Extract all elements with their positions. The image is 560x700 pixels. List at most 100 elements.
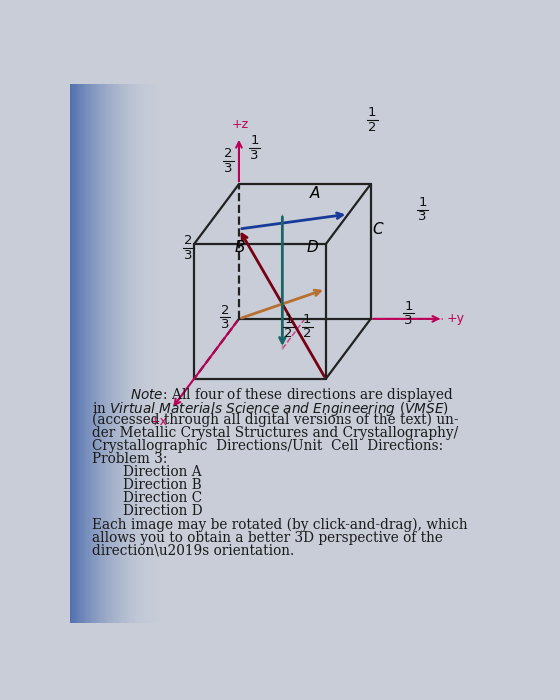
Text: 2: 2	[303, 328, 311, 340]
Bar	[162, 84, 163, 623]
Bar	[151, 84, 152, 623]
Bar	[106, 84, 107, 623]
Bar	[81, 84, 82, 623]
Text: 3: 3	[404, 314, 413, 327]
Text: der Metallic Crystal Structures and Crystallography/: der Metallic Crystal Structures and Crys…	[92, 426, 458, 440]
Bar	[126, 84, 127, 623]
Text: Problem 3:: Problem 3:	[92, 452, 167, 466]
Bar	[104, 84, 105, 623]
Bar	[92, 84, 94, 623]
Bar	[70, 84, 71, 623]
Bar	[87, 84, 88, 623]
Text: C: C	[372, 222, 383, 237]
Bar	[156, 84, 157, 623]
Bar	[84, 84, 85, 623]
Bar	[120, 84, 121, 623]
Bar	[88, 84, 90, 623]
Bar	[128, 84, 129, 623]
Bar	[90, 84, 91, 623]
Text: 3: 3	[184, 248, 193, 262]
Bar	[150, 84, 151, 623]
Bar	[135, 84, 136, 623]
Bar	[144, 84, 146, 623]
Text: 1: 1	[303, 313, 311, 326]
Bar	[142, 84, 143, 623]
Text: 1: 1	[404, 300, 413, 313]
Bar	[153, 84, 155, 623]
Bar	[102, 84, 104, 623]
Text: 2: 2	[221, 304, 229, 316]
Text: in $\mathit{Virtual\ Materials\ Science\ and\ Engineering\ (VMSE)}$: in $\mathit{Virtual\ Materials\ Science\…	[92, 400, 449, 418]
Bar	[111, 84, 112, 623]
Bar	[78, 84, 80, 623]
Bar	[134, 84, 135, 623]
Bar	[157, 84, 158, 623]
Bar	[158, 84, 160, 623]
Text: 2: 2	[284, 328, 293, 340]
Bar	[107, 84, 109, 623]
Bar	[161, 84, 162, 623]
Bar	[91, 84, 92, 623]
Bar	[127, 84, 128, 623]
Text: direction\u2019s orientation.: direction\u2019s orientation.	[92, 544, 294, 558]
Text: 2: 2	[224, 147, 232, 160]
Bar	[97, 84, 98, 623]
Text: +y: +y	[447, 312, 465, 326]
Text: Each image may be rotated (by click-and-drag), which: Each image may be rotated (by click-and-…	[92, 517, 468, 532]
Text: +x: +x	[150, 415, 167, 428]
Bar	[133, 84, 134, 623]
Bar	[85, 84, 86, 623]
Text: A: A	[310, 186, 321, 201]
Bar	[76, 84, 77, 623]
Text: D: D	[306, 240, 318, 255]
Bar	[71, 84, 72, 623]
Text: Direction C: Direction C	[123, 491, 202, 505]
Bar	[99, 84, 100, 623]
Bar	[80, 84, 81, 623]
Bar	[148, 84, 149, 623]
Bar	[140, 84, 141, 623]
Bar	[149, 84, 150, 623]
Bar	[72, 84, 73, 623]
Bar	[155, 84, 156, 623]
Bar	[110, 84, 111, 623]
Bar	[143, 84, 144, 623]
Text: 2: 2	[368, 121, 376, 134]
Bar	[74, 84, 76, 623]
Bar	[100, 84, 101, 623]
Bar	[96, 84, 97, 623]
Bar	[86, 84, 87, 623]
Text: 1: 1	[284, 313, 293, 326]
Bar	[122, 84, 123, 623]
Bar	[141, 84, 142, 623]
Text: 1: 1	[368, 106, 376, 120]
Text: Crystallographic  Directions/Unit  Cell  Directions:: Crystallographic Directions/Unit Cell Di…	[92, 439, 443, 453]
Bar	[136, 84, 137, 623]
Bar	[115, 84, 116, 623]
Bar	[130, 84, 132, 623]
Text: (accessed through all digital versions of the text) un-: (accessed through all digital versions o…	[92, 413, 458, 427]
Bar	[113, 84, 114, 623]
Bar	[83, 84, 84, 623]
Bar	[152, 84, 153, 623]
Text: 3: 3	[418, 210, 427, 223]
Bar	[116, 84, 118, 623]
Bar	[146, 84, 147, 623]
Text: 2: 2	[184, 234, 193, 247]
Bar	[160, 84, 161, 623]
Bar	[101, 84, 102, 623]
Bar	[123, 84, 125, 623]
Bar	[138, 84, 140, 623]
Text: allows you to obtain a better 3D perspective of the: allows you to obtain a better 3D perspec…	[92, 531, 442, 545]
Bar	[132, 84, 133, 623]
Bar	[77, 84, 78, 623]
Text: Direction A: Direction A	[123, 466, 202, 480]
Text: 3: 3	[224, 162, 232, 175]
Bar	[147, 84, 148, 623]
Text: $\mathit{Note}$: All four of these directions are displayed: $\mathit{Note}$: All four of these direc…	[130, 386, 454, 404]
Bar	[118, 84, 119, 623]
Bar	[112, 84, 113, 623]
Bar	[95, 84, 96, 623]
Bar	[109, 84, 110, 623]
Text: 1: 1	[250, 134, 259, 147]
